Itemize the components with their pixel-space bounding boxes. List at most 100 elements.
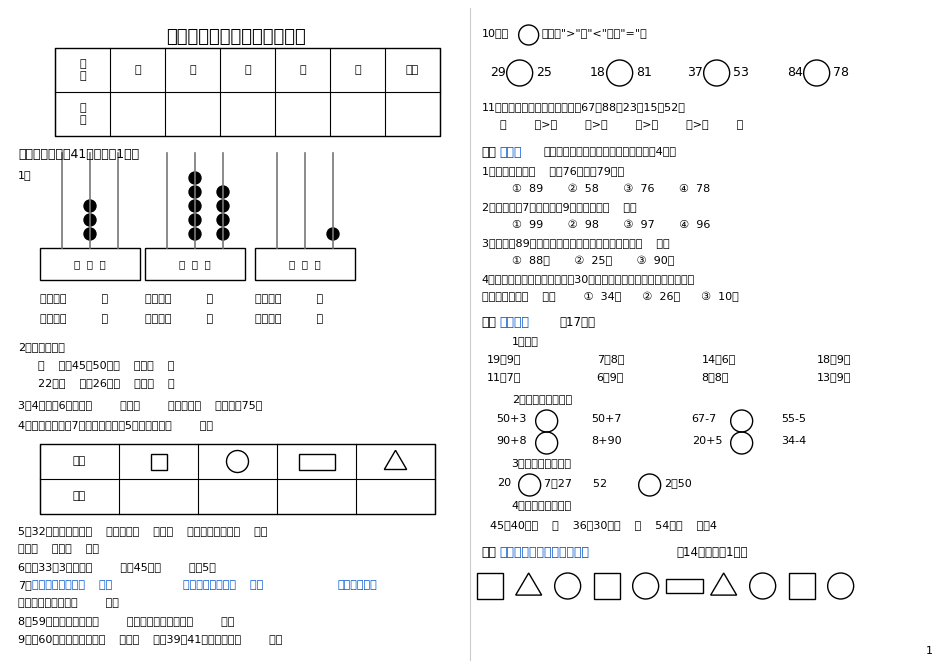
Text: 7＝27      52: 7＝27 52 — [543, 478, 606, 488]
Text: 6＋9＝: 6＋9＝ — [596, 372, 623, 382]
Text: 图形: 图形 — [73, 456, 86, 466]
Text: 2＝50: 2＝50 — [663, 478, 691, 488]
Text: 1、: 1、 — [18, 170, 31, 180]
Text: 19－9＝: 19－9＝ — [486, 354, 520, 364]
Bar — [144, 248, 244, 280]
Text: （请将正确答案的序号填在括号里）（4分）: （请将正确答案的序号填在括号里）（4分） — [543, 146, 676, 156]
Bar — [788, 573, 814, 599]
Text: 最小的两位数: 最小的两位数 — [338, 580, 378, 590]
Text: 50+3: 50+3 — [497, 414, 527, 424]
Text: 写作：（          ）: 写作：（ ） — [144, 294, 213, 304]
Circle shape — [84, 214, 96, 226]
Text: 写作：（          ）: 写作：（ ） — [40, 294, 108, 304]
Text: 二: 二 — [189, 65, 195, 75]
Text: 读作：（          ）: 读作：（ ） — [40, 314, 108, 324]
Circle shape — [217, 214, 228, 226]
Circle shape — [189, 214, 201, 226]
Bar — [150, 454, 166, 470]
Text: 4、个位上的数是7，十位上的数是5，这个数是（        ）。: 4、个位上的数是7，十位上的数是5，这个数是（ ）。 — [18, 420, 212, 430]
Text: 8、59前面的一个数是（        ），后面的一个数是（        ）。: 8、59前面的一个数是（ ），后面的一个数是（ ）。 — [18, 616, 234, 626]
Text: 10、在: 10、在 — [481, 28, 509, 38]
Text: 9、和60相邻的两个数是（    ）和（    ），39和41中间的数是（        ）。: 9、和60相邻的两个数是（ ）和（ ），39和41中间的数是（ ）。 — [18, 634, 282, 644]
Text: 3、红花有89朵，黄花比红花少很多。黄花可能有（    ）。: 3、红花有89朵，黄花比红花少很多。黄花可能有（ ）。 — [481, 238, 668, 248]
Text: 4、能快速填空吗？: 4、能快速填空吗？ — [511, 500, 571, 510]
Text: 11－7＝: 11－7＝ — [486, 372, 520, 382]
Circle shape — [189, 186, 201, 198]
Text: 8＋8＝: 8＋8＝ — [701, 372, 729, 382]
Text: 90+8: 90+8 — [497, 436, 527, 446]
Text: 我会算。: 我会算。 — [499, 316, 529, 329]
Bar — [55, 48, 440, 136]
Text: ①  88只       ②  25只       ③  90只: ① 88只 ② 25只 ③ 90只 — [511, 256, 673, 267]
Circle shape — [217, 200, 228, 212]
Text: 5、32十位上的数是（    ），表示（    ）个（    ），个位上数是（    ），: 5、32十位上的数是（ ），表示（ ）个（ ），个位上数是（ ）， — [18, 526, 267, 536]
Text: 比最大的一位数多（        ）。: 比最大的一位数多（ ）。 — [18, 598, 119, 608]
Bar — [255, 248, 355, 280]
Text: 三、: 三、 — [481, 316, 497, 329]
Text: 84: 84 — [785, 66, 801, 79]
Text: 2、按规律填数: 2、按规律填数 — [18, 342, 65, 352]
Text: 25: 25 — [535, 66, 551, 79]
Text: 最大的一位数是（    ），: 最大的一位数是（ ）， — [32, 580, 112, 590]
Text: （    ）、45、50、（    ）、（    ）: （ ）、45、50、（ ）、（ ） — [38, 360, 175, 370]
Text: 2、你会比大小吗？: 2、你会比大小吗？ — [511, 394, 571, 404]
Text: 7＋8＝: 7＋8＝ — [596, 354, 623, 364]
Text: 2、个位上是7，十位上是9，这个数是（    ）。: 2、个位上是7，十位上是9，这个数是（ ）。 — [481, 202, 635, 212]
Text: 4、同学们去浇树，六年级浇了30棵，三年级比六年级浇的少一些。三: 4、同学们去浇树，六年级浇了30棵，三年级比六年级浇的少一些。三 — [481, 274, 694, 284]
Circle shape — [327, 228, 339, 240]
Text: 20: 20 — [497, 478, 511, 488]
Text: 13－9＝: 13－9＝ — [816, 372, 851, 382]
Text: 百  十  个: 百 十 个 — [179, 259, 211, 269]
Text: 四: 四 — [299, 65, 306, 75]
Text: 四、: 四、 — [481, 546, 497, 559]
Circle shape — [189, 200, 201, 212]
Text: 读作：（          ）: 读作：（ ） — [255, 314, 323, 324]
Circle shape — [189, 228, 201, 240]
Text: 写作：（          ）: 写作：（ ） — [255, 294, 323, 304]
Bar — [666, 579, 702, 593]
Text: 得
分: 得 分 — [79, 103, 86, 125]
Text: 29: 29 — [489, 66, 505, 79]
Text: 55-5: 55-5 — [781, 414, 806, 424]
Text: 最小的两位数是（    ），: 最小的两位数是（ ）， — [183, 580, 263, 590]
Text: 百  十  个: 百 十 个 — [74, 259, 106, 269]
Bar — [40, 444, 434, 514]
Text: 7、: 7、 — [18, 580, 32, 590]
Text: 个数: 个数 — [73, 492, 86, 502]
Text: 年级可能植树（    ）。        ①  34棵      ②  26棵      ③  10棵: 年级可能植树（ ）。 ① 34棵 ② 26棵 ③ 10棵 — [481, 292, 737, 303]
Text: 20+5: 20+5 — [691, 436, 721, 446]
Text: 45＝40＋（    ）    36＝30＋（    ）    54＝（    ）＋4: 45＝40＋（ ） 36＝30＋（ ） 54＝（ ）＋4 — [489, 520, 716, 530]
Text: 6、比33小3的数是（        ），45比（        ）多5。: 6、比33小3的数是（ ），45比（ ）多5。 — [18, 562, 215, 572]
Text: 一: 一 — [134, 65, 141, 75]
Text: 67-7: 67-7 — [691, 414, 716, 424]
Text: 3、你会填符号吗？: 3、你会填符号吗？ — [511, 458, 571, 468]
Text: 二、: 二、 — [481, 146, 497, 159]
Text: 34-4: 34-4 — [781, 436, 806, 446]
Circle shape — [217, 228, 228, 240]
Text: （14分，每空1分）: （14分，每空1分） — [676, 546, 748, 559]
Text: 50+7: 50+7 — [591, 414, 621, 424]
Circle shape — [84, 228, 96, 240]
Circle shape — [217, 186, 228, 198]
Bar — [298, 454, 334, 470]
Text: 18: 18 — [589, 66, 605, 79]
Text: 81: 81 — [635, 66, 650, 79]
Text: 8+90: 8+90 — [591, 436, 622, 446]
Circle shape — [189, 172, 201, 184]
Text: 一、我会填。（41分，每空1分）: 一、我会填。（41分，每空1分） — [18, 148, 139, 161]
Text: 一年级数学下册期中考试试题: 一年级数学下册期中考试试题 — [166, 28, 306, 46]
Text: 78: 78 — [832, 66, 848, 79]
Text: ①  99       ②  98       ③  97       ④  96: ① 99 ② 98 ③ 97 ④ 96 — [511, 220, 709, 230]
Text: 百  十  个: 百 十 个 — [289, 259, 321, 269]
Text: ①  89       ②  58       ③  76       ④  78: ① 89 ② 58 ③ 76 ④ 78 — [511, 184, 709, 194]
Bar — [476, 573, 502, 599]
Text: 选择。: 选择。 — [499, 146, 522, 159]
Text: 3、4个一和6个十是（        ），（        ）个十和（    ）个一是75。: 3、4个一和6个十是（ ），（ ）个十和（ ）个一是75。 — [18, 400, 262, 410]
Text: 1、口算: 1、口算 — [511, 336, 538, 346]
Text: 表示（    ）个（    ）。: 表示（ ）个（ ）。 — [18, 544, 99, 554]
Text: 数一数，填一填，涂一涂。: 数一数，填一填，涂一涂。 — [499, 546, 589, 559]
Bar — [40, 248, 140, 280]
Text: 18－9＝: 18－9＝ — [816, 354, 851, 364]
Text: 53: 53 — [732, 66, 748, 79]
Text: 11、把这些数从大到小排一排：67，88，23，15，52。: 11、把这些数从大到小排一排：67，88，23，15，52。 — [481, 102, 684, 112]
